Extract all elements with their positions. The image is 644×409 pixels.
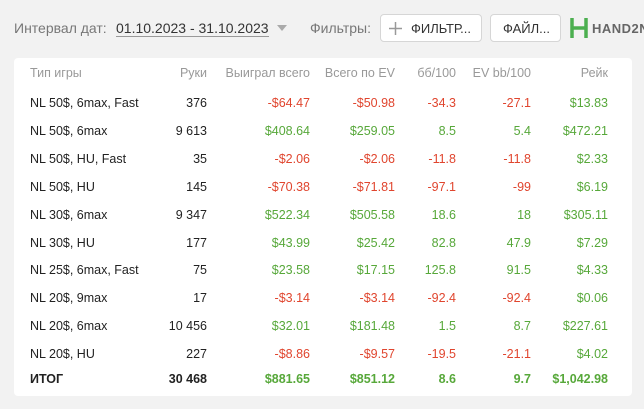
table-cell: 8.7 <box>513 319 531 334</box>
column-header[interactable]: Выиграл всего <box>225 66 310 80</box>
column-header[interactable]: EV bb/100 <box>472 66 531 80</box>
table-cell: $227.61 <box>562 319 608 334</box>
table-cell: 5.4 <box>513 123 531 138</box>
table-cell: 177 <box>186 235 207 250</box>
stats-table: Тип игры Руки Выиграл всего Всего по EV бб/1… <box>14 58 632 396</box>
table-cell: 18.6 <box>431 207 456 222</box>
table-cell: $13.83 <box>569 96 608 110</box>
table-cell: NL 20$, HU <box>30 347 95 362</box>
table-cell: $0.06 <box>576 291 608 306</box>
table-cell: $4.33 <box>576 263 608 278</box>
table-cell: 17 <box>193 291 207 306</box>
table-cell: -19.5 <box>427 347 457 362</box>
total-cell: 8.6 <box>438 372 456 386</box>
table-cell: 227 <box>186 347 207 362</box>
table-cell: -$9.57 <box>359 347 395 362</box>
table-cell: 75 <box>193 263 207 278</box>
table-cell: $4.02 <box>576 347 608 362</box>
table-cell: -$64.47 <box>267 96 310 110</box>
plus-icon <box>389 22 402 35</box>
total-cell: ИТОГ <box>30 372 64 386</box>
column-header[interactable]: Тип игры <box>30 66 82 80</box>
table-cell: -$50.98 <box>352 96 395 110</box>
table-cell: -$3.14 <box>274 291 310 306</box>
table-cell: 47.9 <box>506 235 531 250</box>
table-cell: -99 <box>512 179 531 194</box>
table-cell: NL 30$, HU <box>30 235 95 250</box>
logo-text: HAND2N <box>592 21 644 36</box>
table-cell: NL 20$, 9max <box>30 291 108 306</box>
table-cell: NL 50$, 6max <box>30 123 108 138</box>
file-button[interactable]: ФАЙЛ... <box>490 14 561 42</box>
table-cell: -34.3 <box>427 96 457 110</box>
table-cell: $7.29 <box>576 235 608 250</box>
table-cell: $259.05 <box>349 123 395 138</box>
table-cell: -$2.06 <box>274 151 310 166</box>
table-cell: NL 30$, 6max <box>30 207 108 222</box>
total-cell: $851.12 <box>349 372 395 386</box>
table-cell: $25.42 <box>356 235 395 250</box>
column-header[interactable]: Рейк <box>580 66 608 80</box>
column-header[interactable]: бб/100 <box>417 66 456 80</box>
total-cell: 9.7 <box>513 372 531 386</box>
total-cell: 30 468 <box>168 372 207 386</box>
table-cell: -11.8 <box>428 151 456 166</box>
table-cell: -$70.38 <box>267 179 310 194</box>
table-cell: $43.99 <box>271 235 310 250</box>
filter-button-text: ФИЛЬТР... <box>411 21 471 36</box>
table-cell: -92.4 <box>502 291 532 306</box>
table-cell: $305.11 <box>563 207 608 222</box>
date-label: Интервал дат: <box>14 20 107 36</box>
table-cell: 1.5 <box>438 319 456 334</box>
table-cell: 376 <box>186 96 207 110</box>
table-cell: NL 20$, 6max <box>30 319 108 334</box>
table-cell: -11.8 <box>503 151 531 166</box>
table-cell: 10 456 <box>168 319 207 334</box>
column-header[interactable]: Всего по EV <box>324 66 395 80</box>
table-cell: $17.15 <box>356 263 395 278</box>
table-cell: 145 <box>186 179 207 194</box>
table-cell: 8.5 <box>438 123 456 138</box>
table-cell: -21.1 <box>502 347 532 362</box>
table-cell: 18 <box>517 207 531 222</box>
table-cell: $472.21 <box>562 123 608 138</box>
table-cell: -97.1 <box>427 179 457 194</box>
table-cell: $408.64 <box>264 123 310 138</box>
table-cell: $522.34 <box>264 207 310 222</box>
filters-label: Фильтры: <box>310 20 371 36</box>
table-cell: $2.33 <box>576 151 608 166</box>
logo-icon <box>570 18 588 38</box>
table-cell: 125.8 <box>424 263 456 278</box>
table-cell: -$8.86 <box>274 347 310 362</box>
table-cell: $32.01 <box>271 319 310 334</box>
table-cell: -92.4 <box>427 291 457 306</box>
filter-button[interactable]: ФИЛЬТР... <box>380 14 482 42</box>
dropdown-arrow[interactable] <box>276 24 288 32</box>
column-header[interactable]: Руки <box>179 66 207 80</box>
date-range[interactable]: 01.10.2023 - 31.10.2023 <box>116 20 269 37</box>
table-cell: NL 25$, 6max, Fast <box>30 263 139 278</box>
table-cell: 82.8 <box>431 235 456 250</box>
table-cell: NL 50$, HU, Fast <box>30 151 127 166</box>
table-cell: NL 50$, 6max, Fast <box>30 96 139 110</box>
table-cell: -$71.81 <box>352 179 395 194</box>
total-cell: $881.65 <box>264 372 310 386</box>
table-cell: 9 347 <box>175 207 207 222</box>
table-cell: -$2.06 <box>359 151 395 166</box>
table-cell: 9 613 <box>175 123 207 138</box>
table-cell: -$3.14 <box>359 291 395 306</box>
table-cell: $6.19 <box>576 179 608 194</box>
table-cell: $181.48 <box>349 319 395 334</box>
table-cell: $23.58 <box>271 263 310 278</box>
table-cell: $505.58 <box>349 207 395 222</box>
table-cell: -27.1 <box>502 96 532 110</box>
table-cell: 91.5 <box>506 263 531 278</box>
table-cell: NL 50$, HU <box>30 179 95 194</box>
file-button-text: ФАЙЛ... <box>503 21 550 36</box>
table-cell: 35 <box>193 151 207 166</box>
total-cell: $1,042.98 <box>552 372 608 386</box>
